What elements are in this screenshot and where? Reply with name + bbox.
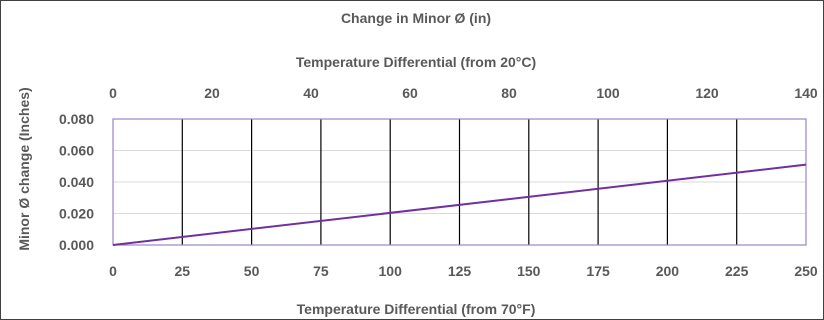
x2-tick-label: 100 <box>596 85 620 101</box>
x-tick-label: 50 <box>244 263 260 279</box>
x-tick-label: 100 <box>379 263 403 279</box>
y-axis-title: Minor Ø change (Inches) <box>16 87 32 250</box>
y-tick-label: 0.060 <box>59 143 94 159</box>
x-tick-label: 250 <box>794 263 818 279</box>
x2-tick-label: 40 <box>303 85 319 101</box>
x2-tick-label: 80 <box>501 85 517 101</box>
x2-tick-label: 60 <box>402 85 418 101</box>
plot-area-border <box>112 118 807 246</box>
x-tick-label: 225 <box>725 263 749 279</box>
x-tick-label: 0 <box>109 263 117 279</box>
chart-title: Change in Minor Ø (in) <box>341 10 491 26</box>
x2-tick-label: 120 <box>695 85 719 101</box>
y-tick-label: 0.080 <box>59 111 94 127</box>
y-tick-label: 0.040 <box>59 174 94 190</box>
x-tick-label: 150 <box>517 263 541 279</box>
x2-axis-title: Temperature Differential (from 20°C) <box>296 54 536 70</box>
series-layer <box>112 163 807 246</box>
y-tick-label: 0.020 <box>59 206 94 222</box>
series-line <box>112 163 807 246</box>
x-axis-title: Temperature Differential (from 70°F) <box>297 301 536 317</box>
x-tick-label: 200 <box>656 263 680 279</box>
x-tick-label: 75 <box>313 263 329 279</box>
x2-tick-label: 0 <box>109 85 117 101</box>
x-tick-labels: 0 25 50 75 100 125 150 175 200 225 250 <box>109 263 818 279</box>
x2-tick-label: 20 <box>204 85 220 101</box>
y-tick-label: 0.000 <box>59 237 94 253</box>
x2-tick-label: 140 <box>794 85 818 101</box>
x2-tick-labels: 0 20 40 60 80 100 120 140 <box>109 85 818 101</box>
y-tick-labels: 0.000 0.020 0.040 0.060 0.080 <box>59 111 94 253</box>
vertical-gridlines <box>181 119 738 245</box>
x-tick-label: 125 <box>448 263 472 279</box>
x-tick-label: 25 <box>175 263 191 279</box>
x-tick-label: 175 <box>586 263 610 279</box>
